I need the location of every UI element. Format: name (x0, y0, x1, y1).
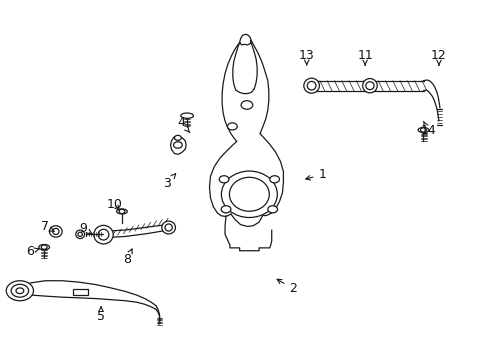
Circle shape (241, 101, 252, 109)
Circle shape (227, 123, 237, 130)
Ellipse shape (229, 177, 269, 211)
Ellipse shape (39, 244, 49, 250)
Ellipse shape (221, 171, 277, 217)
Circle shape (269, 176, 279, 183)
Text: 4: 4 (177, 116, 189, 132)
Text: 1: 1 (305, 168, 325, 181)
Ellipse shape (116, 209, 127, 214)
Text: 9: 9 (79, 222, 92, 235)
Text: 12: 12 (430, 49, 446, 65)
Text: 11: 11 (356, 49, 372, 65)
Text: 2: 2 (277, 279, 296, 296)
Polygon shape (170, 136, 186, 154)
Circle shape (16, 288, 24, 294)
Text: 6: 6 (25, 245, 39, 258)
Ellipse shape (164, 224, 172, 231)
Ellipse shape (306, 81, 315, 90)
Circle shape (267, 206, 277, 213)
Ellipse shape (78, 232, 82, 237)
Circle shape (221, 206, 230, 213)
Circle shape (6, 281, 33, 301)
Ellipse shape (162, 221, 175, 234)
Circle shape (174, 135, 181, 140)
Ellipse shape (181, 113, 193, 118)
Ellipse shape (365, 82, 373, 90)
Ellipse shape (417, 127, 428, 132)
Ellipse shape (98, 229, 109, 240)
Ellipse shape (362, 78, 376, 93)
Ellipse shape (303, 78, 319, 93)
Circle shape (219, 176, 228, 183)
Text: 13: 13 (298, 49, 314, 65)
Text: 3: 3 (163, 174, 175, 190)
Circle shape (173, 142, 182, 148)
Ellipse shape (76, 230, 84, 239)
Circle shape (420, 128, 426, 132)
Circle shape (119, 209, 124, 213)
Ellipse shape (53, 228, 59, 234)
Text: 14: 14 (420, 121, 435, 137)
Ellipse shape (49, 226, 62, 237)
Circle shape (11, 284, 29, 297)
Text: 10: 10 (106, 198, 122, 211)
Text: 8: 8 (122, 249, 132, 266)
FancyBboxPatch shape (73, 289, 88, 295)
Circle shape (41, 245, 47, 249)
Text: 7: 7 (41, 220, 54, 233)
Ellipse shape (94, 225, 113, 244)
Text: 5: 5 (97, 307, 105, 323)
